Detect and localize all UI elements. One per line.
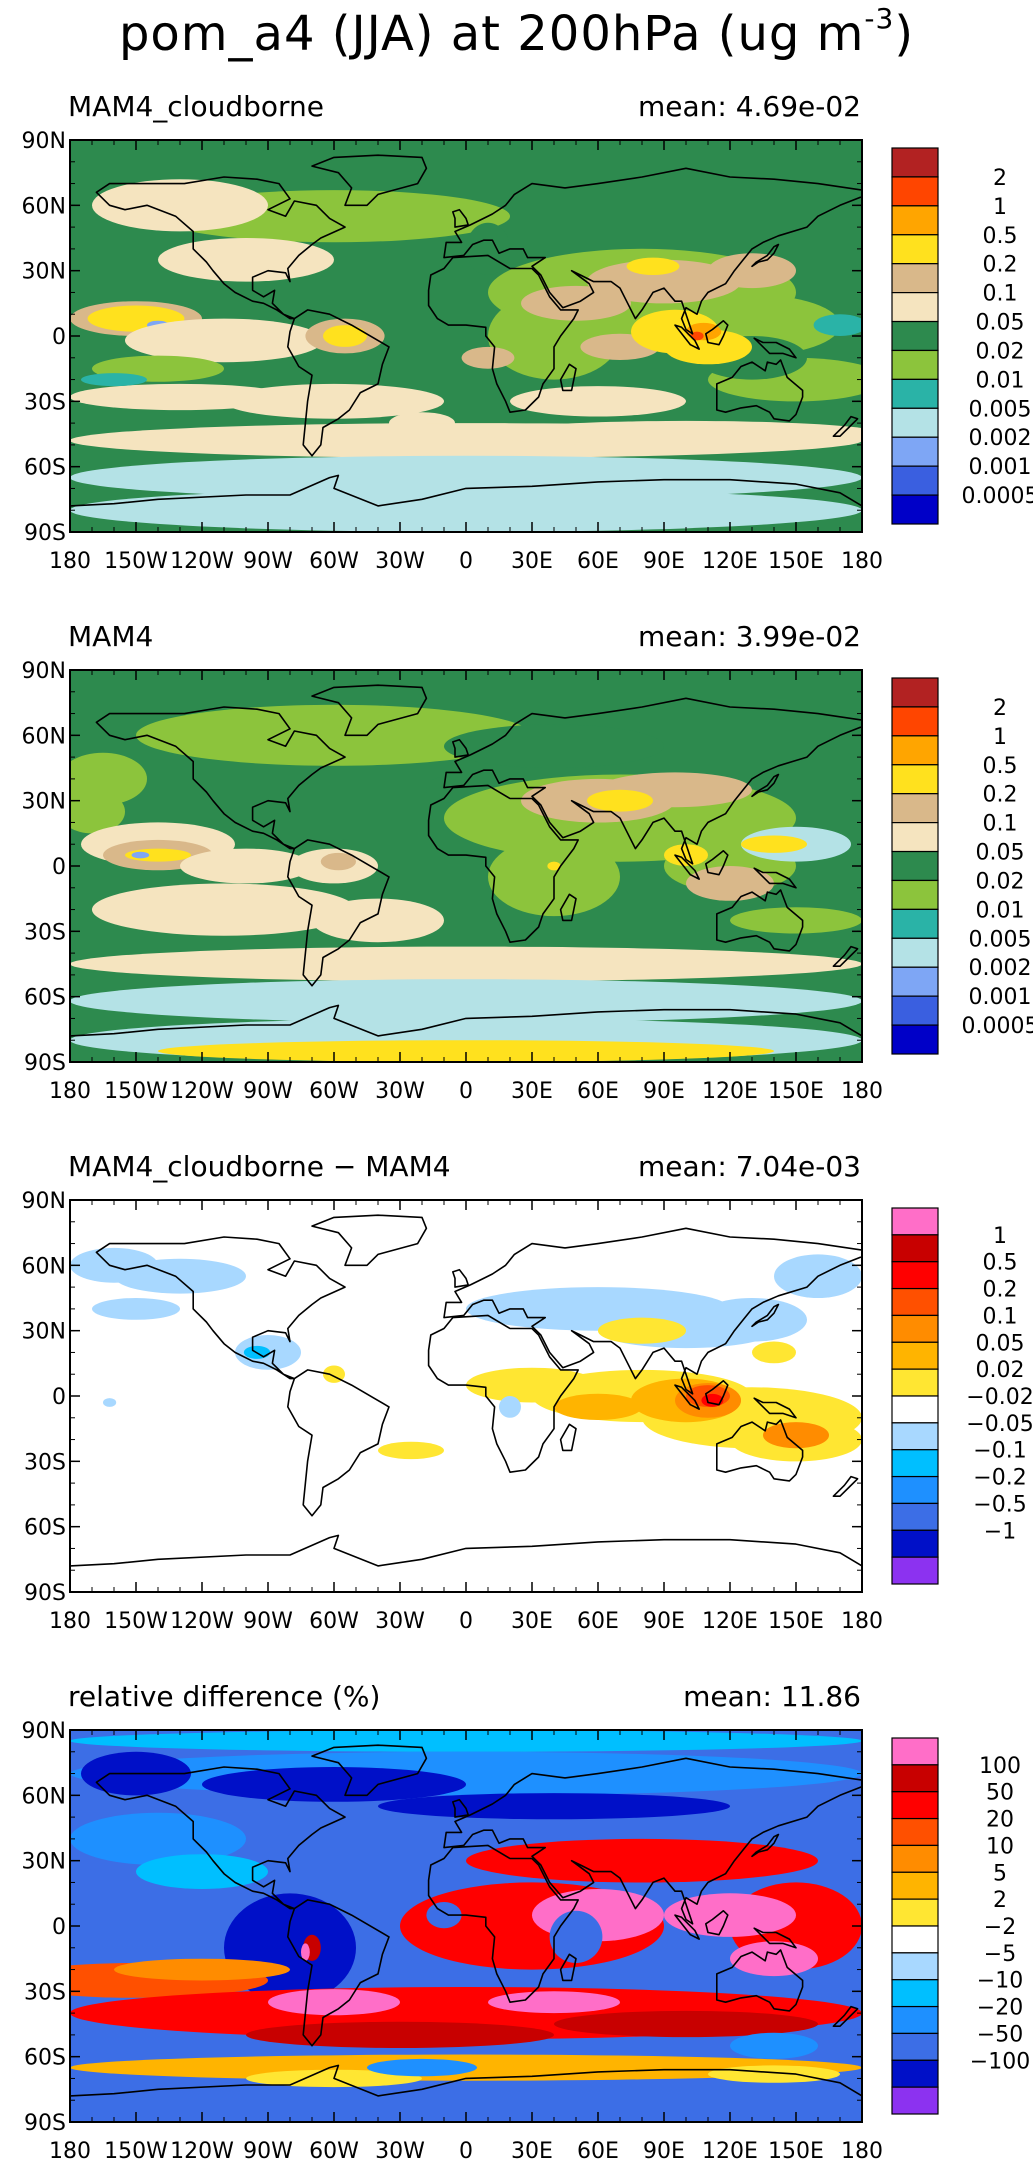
panel-title-left: relative difference (%) xyxy=(68,1680,381,1713)
panel-mean: mean: 11.86 xyxy=(683,1680,861,1713)
title-text: pom_a4 (JJA) at 200hPa (ug m xyxy=(118,6,865,62)
panel-mean: mean: 4.69e-02 xyxy=(637,90,861,123)
panel-title-left: MAM4 xyxy=(68,620,154,653)
panel-relative-difference: relative difference (%) mean: 11.86 xyxy=(0,1680,1033,2160)
panel-title-left: MAM4_cloudborne xyxy=(68,90,325,123)
panel-title-left: MAM4_cloudborne − MAM4 xyxy=(68,1150,451,1183)
title-superscript: -3 xyxy=(864,2,895,35)
panel-mam4: MAM4 mean: 3.99e-02 xyxy=(0,620,1033,1120)
title-close: ) xyxy=(894,6,915,62)
panel-cloudborne: MAM4_cloudborne mean: 4.69e-02 xyxy=(0,90,1033,590)
panel-mean: mean: 7.04e-03 xyxy=(637,1150,861,1183)
figure-title: pom_a4 (JJA) at 200hPa (ug m-3) xyxy=(0,2,1033,62)
panel-mean: mean: 3.99e-02 xyxy=(637,620,861,653)
panel-difference: MAM4_cloudborne − MAM4 mean: 7.04e-03 xyxy=(0,1150,1033,1650)
